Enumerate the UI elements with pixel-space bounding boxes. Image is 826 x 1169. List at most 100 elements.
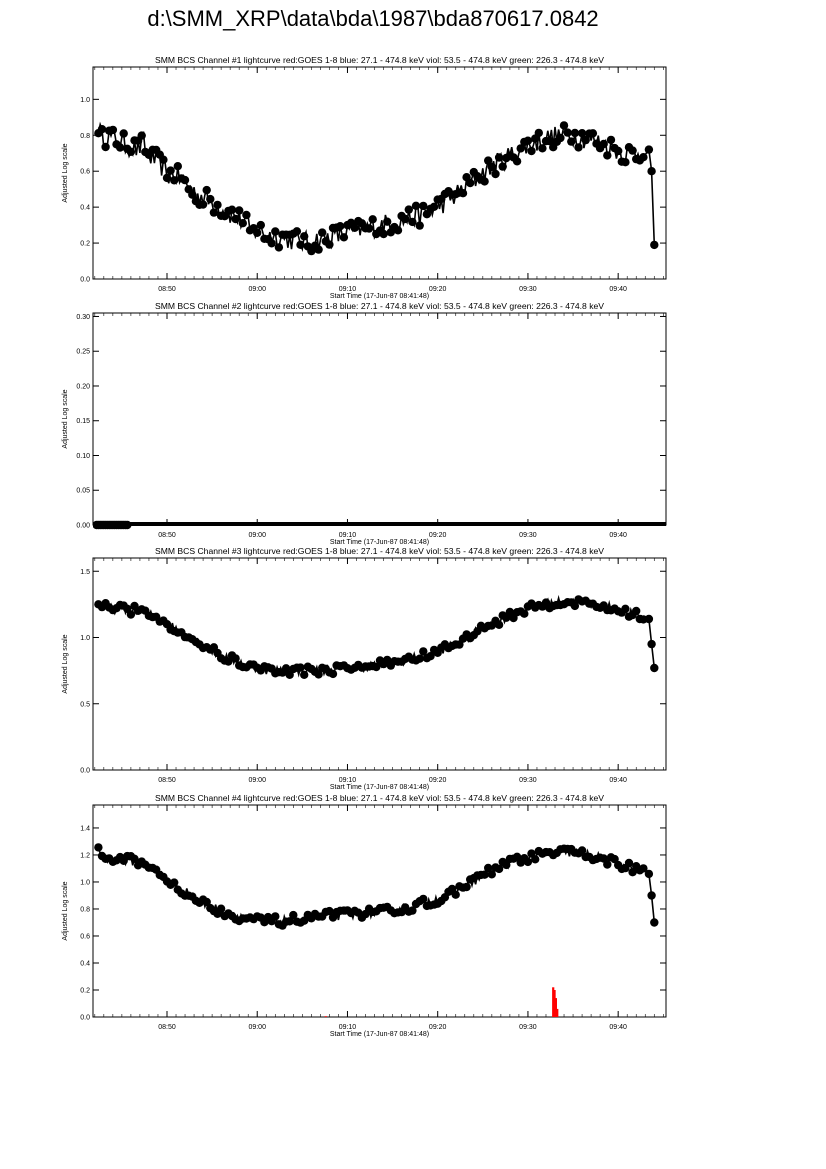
data-point xyxy=(491,169,500,179)
chart-panel-4: SMM BCS Channel #4 lightcurve red:GOES 1… xyxy=(62,793,667,1038)
x-axis-label: Start Time (17-Jun-87 08:41:48) xyxy=(330,539,429,546)
data-point xyxy=(296,240,305,249)
data-point xyxy=(628,146,637,155)
data-point xyxy=(644,145,654,154)
data-point xyxy=(336,222,345,231)
data-point xyxy=(325,906,334,916)
data-point xyxy=(516,144,525,153)
data-point xyxy=(401,214,410,224)
data-point xyxy=(325,240,334,249)
data-point xyxy=(285,917,294,926)
data-point xyxy=(494,864,504,874)
data-point xyxy=(289,910,298,920)
data-point xyxy=(494,620,504,629)
data-point xyxy=(235,206,244,215)
x-tick-label: 09:10 xyxy=(339,777,357,784)
data-point xyxy=(487,870,496,879)
data-point xyxy=(202,185,211,195)
data-point xyxy=(487,162,496,172)
data-point xyxy=(647,167,656,176)
chart-title: SMM BCS Channel #2 lightcurve red:GOES 1… xyxy=(155,301,604,311)
data-point xyxy=(556,133,565,143)
data-point xyxy=(632,606,641,616)
data-point xyxy=(108,125,118,135)
data-point xyxy=(238,219,247,228)
data-point xyxy=(166,166,175,175)
data-series xyxy=(94,843,659,1017)
x-tick-label: 09:20 xyxy=(429,1024,447,1031)
y-tick-label: 0.8 xyxy=(80,133,90,140)
data-point xyxy=(466,178,475,188)
data-point xyxy=(130,854,139,863)
data-point xyxy=(126,147,136,156)
data-point xyxy=(393,226,403,235)
data-point xyxy=(419,894,428,904)
data-point xyxy=(599,139,608,149)
y-axis-label: Adjusted Log scale xyxy=(62,389,69,448)
data-point xyxy=(621,158,630,167)
y-tick-label: 0.8 xyxy=(80,906,90,913)
chart-panel-3: SMM BCS Channel #3 lightcurve red:GOES 1… xyxy=(62,546,667,791)
data-point xyxy=(318,228,327,237)
data-point xyxy=(170,878,179,887)
data-point xyxy=(647,639,656,649)
x-tick-label: 08:50 xyxy=(158,286,176,293)
data-point xyxy=(379,229,388,239)
y-tick-label: 0.4 xyxy=(80,960,90,967)
plot-frame xyxy=(92,557,667,771)
y-tick-label: 0.15 xyxy=(76,418,90,425)
data-point xyxy=(419,201,428,211)
data-point xyxy=(173,162,182,171)
chart-title: SMM BCS Channel #4 lightcurve red:GOES 1… xyxy=(155,793,604,803)
x-tick-label: 09:30 xyxy=(519,532,537,539)
x-axis-label: Start Time (17-Jun-87 08:41:48) xyxy=(330,784,429,791)
y-tick-label: 0.4 xyxy=(80,205,90,212)
data-point xyxy=(281,664,291,673)
data-point xyxy=(650,663,659,673)
y-tick-label: 0.6 xyxy=(80,169,90,176)
x-tick-label: 09:20 xyxy=(429,532,447,539)
x-tick-label: 09:00 xyxy=(248,1024,266,1031)
y-tick-label: 0.30 xyxy=(76,314,90,321)
x-tick-label: 08:50 xyxy=(158,532,176,539)
data-point xyxy=(216,904,226,913)
data-point xyxy=(563,128,572,137)
data-point xyxy=(458,189,468,198)
data-point xyxy=(647,891,656,900)
y-axis-label: Adjusted Log scale xyxy=(62,881,69,940)
data-point xyxy=(350,223,359,232)
data-point xyxy=(126,610,136,619)
y-tick-label: 0.2 xyxy=(80,241,90,248)
data-point xyxy=(339,233,349,242)
x-tick-label: 09:40 xyxy=(609,777,627,784)
x-axis-label: Start Time (17-Jun-87 08:41:48) xyxy=(330,1031,429,1038)
data-point xyxy=(368,215,377,224)
y-tick-label: 0.0 xyxy=(80,768,90,775)
data-point xyxy=(577,129,587,138)
data-point xyxy=(574,143,583,152)
data-point xyxy=(523,136,533,145)
y-tick-label: 1.0 xyxy=(80,635,90,642)
data-point xyxy=(624,858,634,868)
data-point xyxy=(614,146,623,156)
data-point xyxy=(267,239,276,248)
y-axis-label: Adjusted Log scale xyxy=(62,143,69,202)
data-point xyxy=(162,173,172,183)
x-tick-label: 09:30 xyxy=(519,286,537,293)
data-point xyxy=(209,208,219,217)
y-tick-label: 0.6 xyxy=(80,933,90,940)
data-point xyxy=(426,652,435,661)
data-point xyxy=(650,918,659,927)
x-tick-label: 09:10 xyxy=(339,286,357,293)
data-point xyxy=(296,663,305,672)
data-point xyxy=(274,243,284,252)
plot-frame xyxy=(92,312,667,526)
data-point xyxy=(588,129,598,138)
data-point xyxy=(119,129,128,138)
data-point xyxy=(570,601,580,611)
x-tick-label: 09:00 xyxy=(248,286,266,293)
data-point xyxy=(372,662,381,672)
y-tick-label: 1.2 xyxy=(80,852,90,859)
data-point xyxy=(231,654,240,663)
